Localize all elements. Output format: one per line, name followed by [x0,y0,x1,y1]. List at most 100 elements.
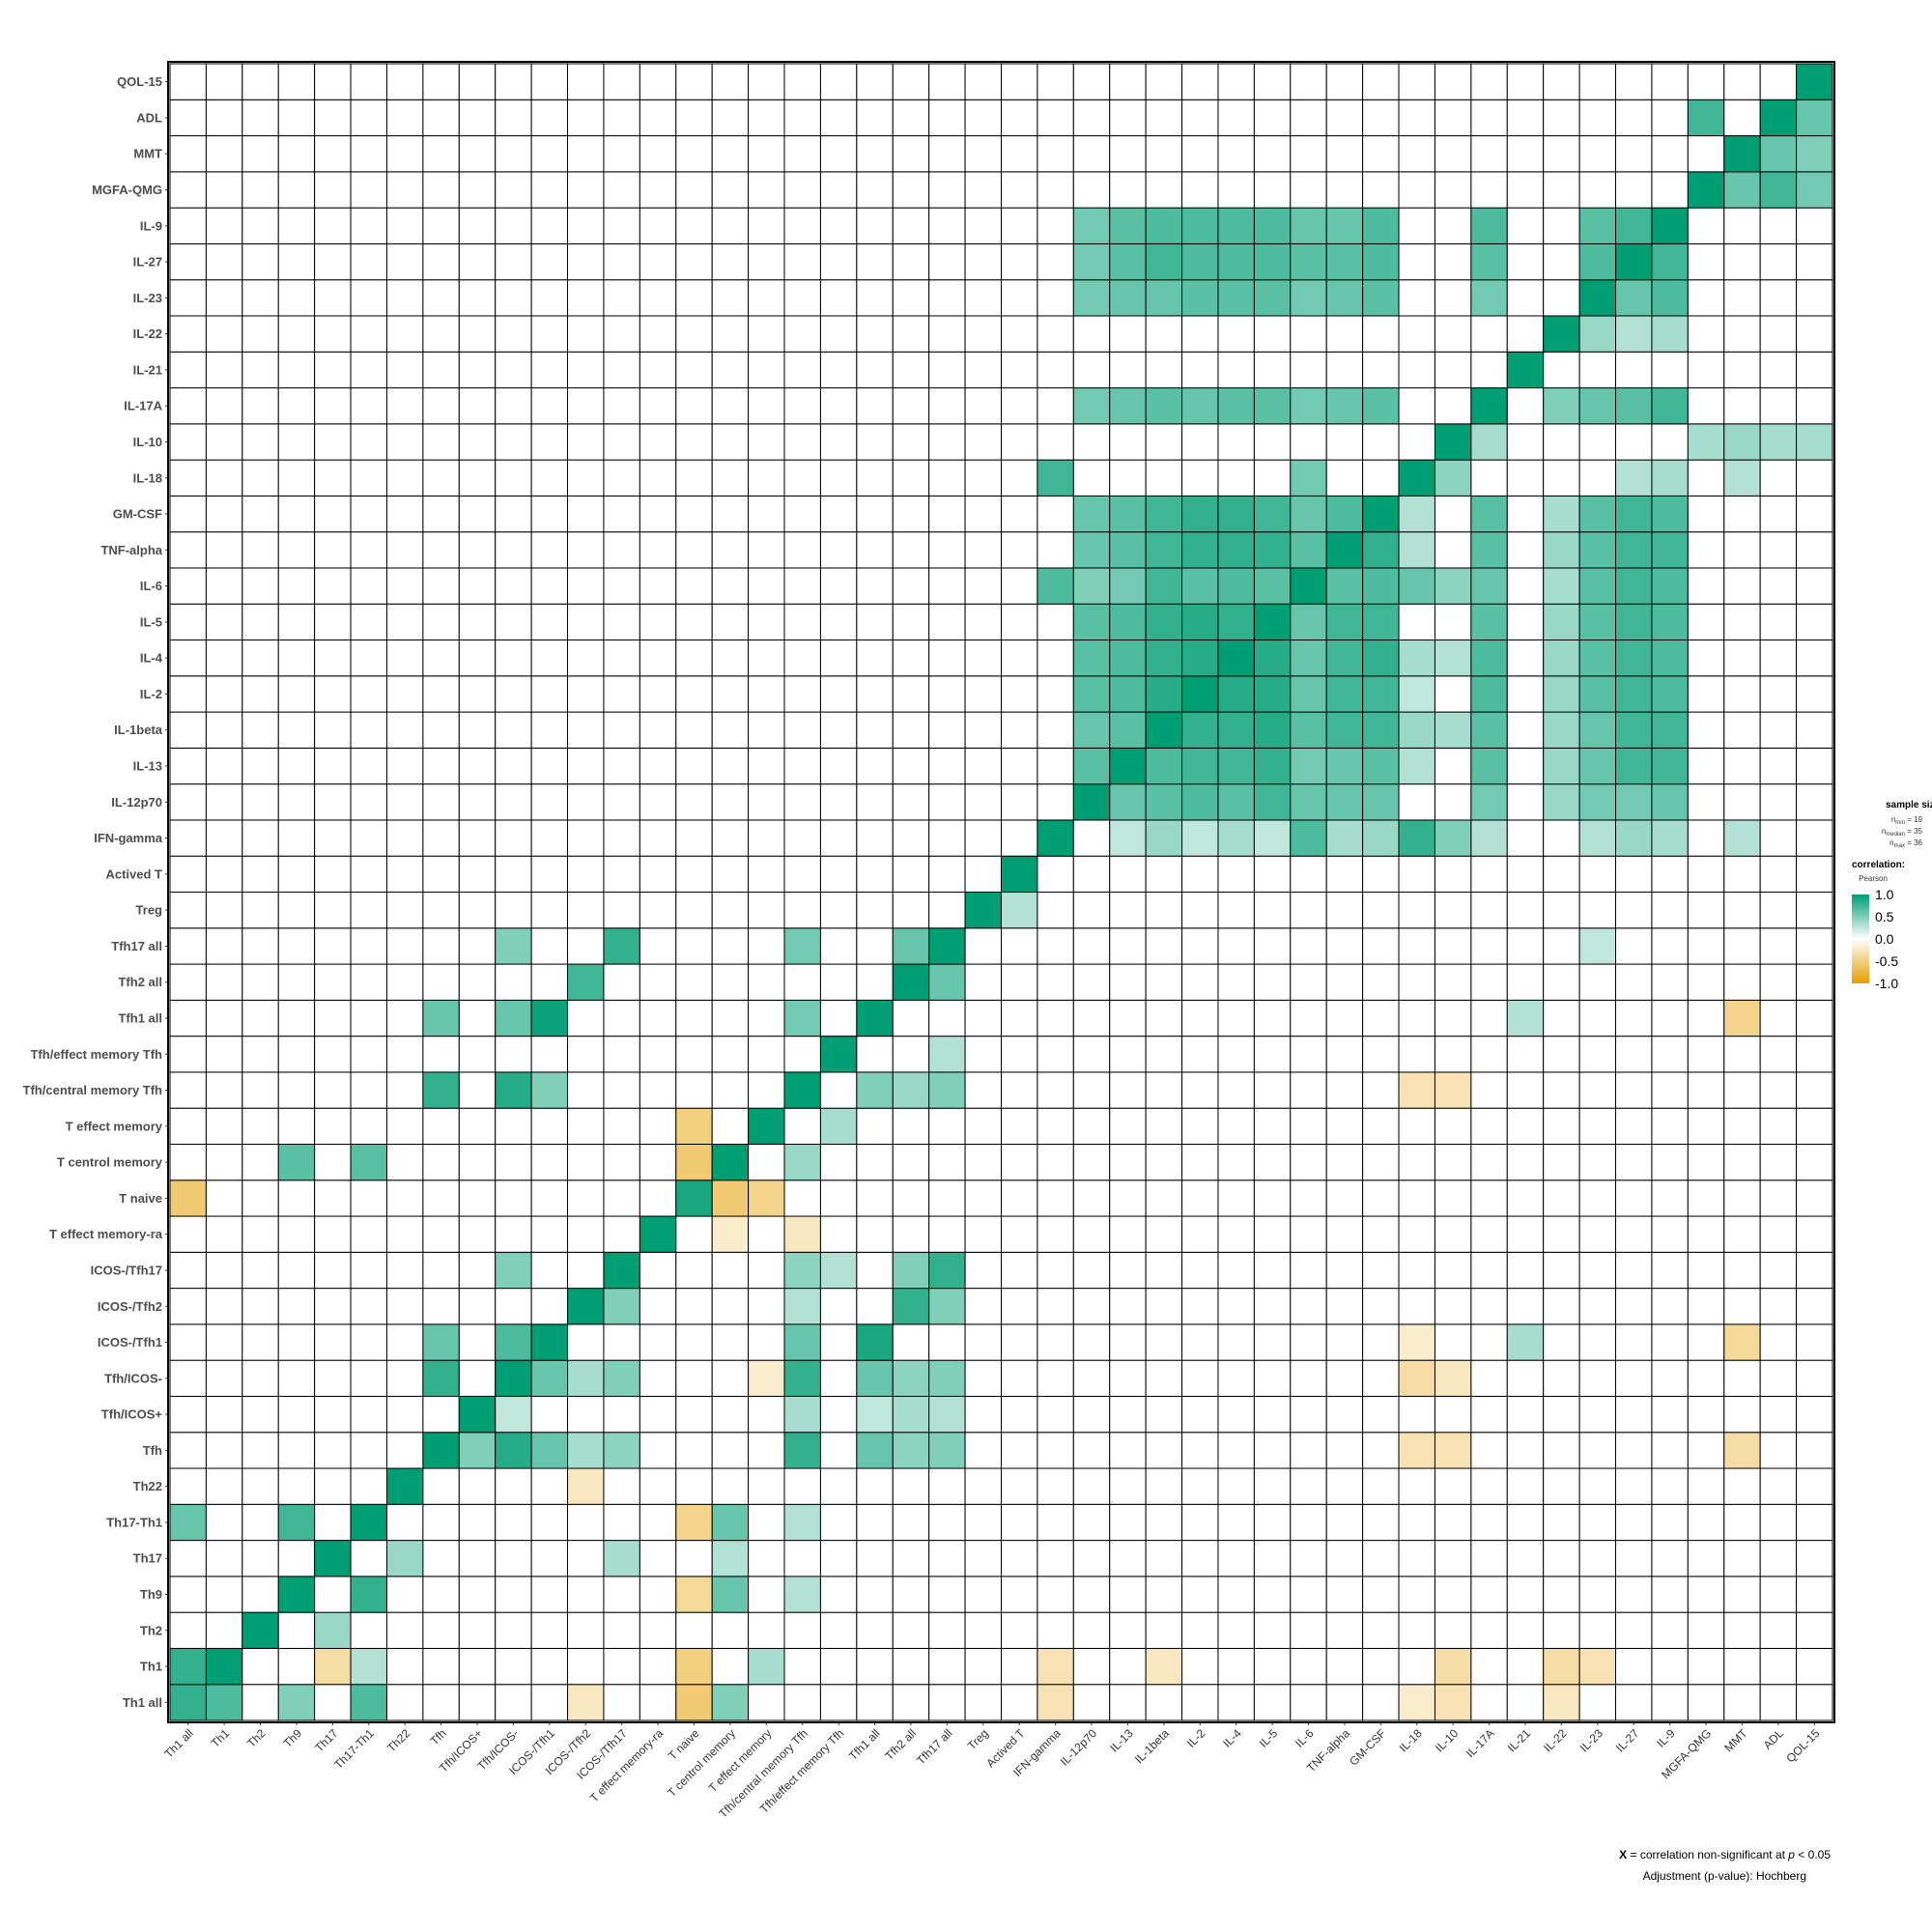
heatmap-cell-empty [350,495,387,533]
heatmap-cell-empty [892,1576,930,1613]
heatmap-cell [819,1107,858,1145]
heatmap-cell-empty [928,1611,966,1649]
heatmap-cell-empty [1109,1071,1147,1109]
heatmap-cell [169,1503,207,1542]
heatmap-cell-empty [458,1684,497,1721]
plot-border [167,61,1835,1723]
heatmap-cell-empty [783,1647,821,1686]
heatmap-cell [1109,675,1147,713]
heatmap-cell-empty [639,423,677,461]
heatmap-cell-empty [1759,1036,1798,1073]
heatmap-cell-empty [1325,1323,1364,1361]
heatmap-cell-empty [675,892,713,929]
heatmap-cell-empty [1434,315,1472,353]
heatmap-cell [711,1576,750,1613]
heatmap-cell-empty [1506,63,1545,100]
heatmap-cell [1145,783,1183,821]
heatmap-cell-empty [783,459,821,497]
heatmap-cell-empty [458,1359,497,1397]
heatmap-cell [1253,207,1292,244]
heatmap-cell-empty [964,242,1003,281]
heatmap-cell [530,999,569,1037]
heatmap-cell-empty [1470,1251,1508,1290]
heatmap-cell-empty [458,1467,497,1505]
heatmap-cell [783,1071,821,1109]
heatmap-cell-empty [675,999,713,1037]
heatmap-cell-empty [1687,531,1725,569]
heatmap-cell-empty [1290,1036,1327,1073]
heatmap-cell-empty [1796,892,1833,929]
heatmap-cell-empty [639,819,677,857]
heatmap-cell-empty [1362,892,1400,929]
heatmap-cell-empty [675,351,713,389]
heatmap-cell-empty [242,1215,279,1253]
heatmap-cell-empty [1290,1467,1327,1505]
heatmap-cell-empty [892,819,930,857]
heatmap-cell [1325,639,1364,677]
heatmap-cell-empty [675,315,713,353]
heatmap-cell-empty [675,1036,713,1073]
heatmap-cell-empty [964,711,1003,749]
heatmap-cell-empty [1687,1647,1725,1686]
heatmap-cell-empty [1615,1647,1653,1686]
heatmap-cell-empty [1470,927,1508,965]
heatmap-cell-empty [1253,1611,1292,1649]
heatmap-cell-empty [639,459,677,497]
heatmap-cell-empty [711,963,750,1001]
heatmap-cell-empty [1651,1036,1689,1073]
heatmap-cell [1181,747,1219,785]
heatmap-cell-empty [314,1107,352,1145]
heatmap-cell-empty [1217,459,1255,497]
heatmap-cell-empty [495,63,532,100]
legend-sample-median-value: 35 [1914,827,1922,836]
heatmap-cell-empty [1759,315,1798,353]
heatmap-cell [1217,495,1255,533]
heatmap-cell [1651,387,1689,425]
heatmap-cell-empty [314,99,352,137]
heatmap-cell [1217,783,1255,821]
heatmap-cell-empty [856,819,894,857]
heatmap-cell-empty [1434,1107,1472,1145]
heatmap-cell-empty [530,1395,569,1434]
heatmap-cell-empty [1796,963,1833,1001]
y-tick-label: QOL-15 [117,74,162,89]
heatmap-cell [856,999,894,1037]
heatmap-cell-empty [711,1432,750,1469]
heatmap-cell-empty [711,819,750,857]
heatmap-cell-empty [530,1467,569,1505]
heatmap-cell-empty [1001,639,1038,677]
heatmap-cell-empty [1759,207,1798,244]
heatmap-cell-empty [1470,1684,1508,1721]
y-tick-label: ADL [136,110,162,125]
heatmap-cell [1217,675,1255,713]
heatmap-cell-empty [928,1576,966,1613]
heatmap-cell [1398,1323,1435,1361]
heatmap-cell [1072,711,1111,749]
heatmap-cell-empty [928,459,966,497]
y-tick-label: IL-18 [133,470,162,485]
heatmap-cell-empty [1543,1323,1580,1361]
heatmap-cell [1470,639,1508,677]
heatmap-cell-empty [385,892,424,929]
heatmap-cell-empty [567,1071,605,1109]
heatmap-cell-empty [819,207,858,244]
heatmap-cell-empty [385,1611,424,1649]
heatmap-cell-empty [1687,927,1725,965]
heatmap-cell [783,1143,821,1181]
heatmap-cell-empty [1578,855,1617,893]
heatmap-cell-empty [242,1503,279,1542]
heatmap-cell-empty [892,351,930,389]
heatmap-cell-empty [1037,99,1074,137]
heatmap-cell-empty [567,99,605,137]
heatmap-cell-empty [1796,1036,1833,1073]
heatmap-cell-empty [783,99,821,137]
heatmap-cell-empty [928,1503,966,1542]
heatmap-cell-empty [277,567,316,605]
heatmap-cell-empty [1253,423,1292,461]
heatmap-cell [1578,639,1617,677]
heatmap-cell-empty [1759,963,1798,1001]
heatmap-cell-empty [783,603,821,641]
heatmap-cell-empty [675,1432,713,1469]
heatmap-cell [711,1684,750,1721]
heatmap-cell-empty [1253,99,1292,137]
